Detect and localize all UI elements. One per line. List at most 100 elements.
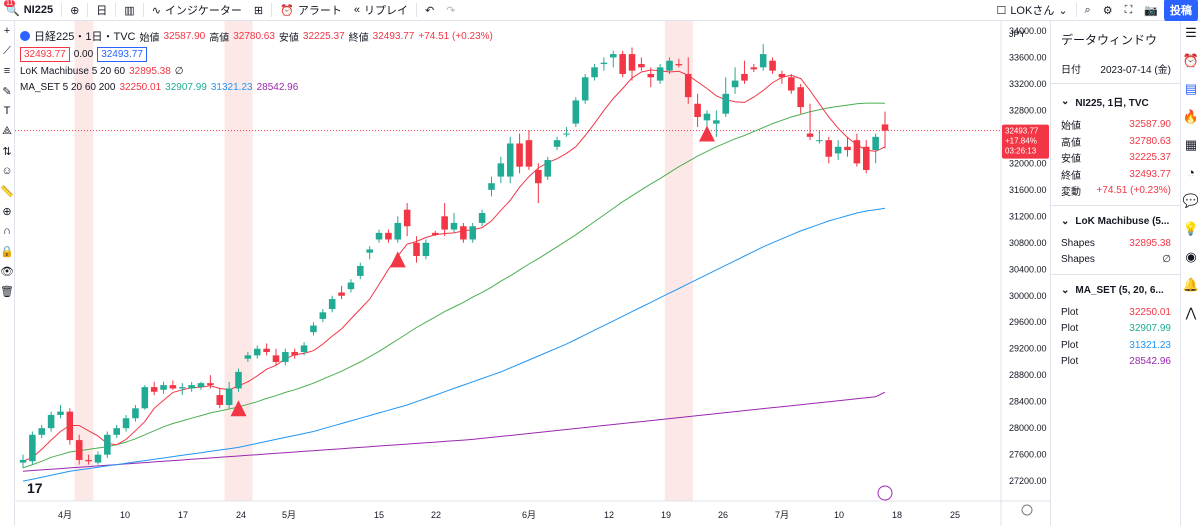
data-row-value: 31321.23	[1129, 339, 1171, 351]
calendar-icon[interactable]: ▦	[1184, 137, 1198, 152]
symbol-section-header[interactable]: ⌄ NI225, 1日, TVC	[1051, 90, 1181, 117]
candle-body	[216, 395, 224, 405]
candle-body	[460, 226, 467, 240]
data-row-value: 32250.01	[1129, 306, 1171, 318]
brush-icon[interactable]: ✎	[2, 86, 12, 98]
notification-badge: 11	[4, 0, 16, 7]
signal-triangle	[698, 125, 715, 142]
lock-icon[interactable]: 🔒	[0, 246, 14, 258]
chat-icon[interactable]: 💬	[1182, 193, 1200, 208]
data-row-label: Plot	[1061, 323, 1079, 335]
indicator1-section-header[interactable]: ⌄ LoK Machibuse (5...	[1051, 212, 1181, 235]
crosshair-icon[interactable]: +	[3, 25, 11, 37]
data-window-icon[interactable]: ▤	[1184, 81, 1198, 96]
ma60-line	[22, 207, 886, 482]
candle-body	[553, 140, 561, 147]
candle-body	[581, 77, 589, 101]
data-row-value: +74.51 (+0.23%)	[1096, 185, 1172, 197]
lightning-icon[interactable]	[877, 485, 893, 501]
candle-body	[600, 62, 608, 65]
settings-gear-icon[interactable]	[1021, 504, 1033, 516]
tradingview-logo-icon[interactable]: 17	[27, 480, 43, 496]
trend-line-icon[interactable]: ⟋	[3, 45, 11, 57]
streams-icon[interactable]: ◉	[1185, 249, 1197, 264]
news-icon[interactable]: ◔	[1187, 165, 1195, 180]
legend-indicator-2[interactable]: MA_SET 5 20 60 200 32250.01 32907.99 313…	[20, 82, 298, 93]
time-tick-label: 19	[661, 510, 671, 520]
undo-button[interactable]: ↶	[419, 0, 440, 20]
candle-body	[816, 140, 823, 142]
magnet-icon[interactable]: ∩	[3, 225, 11, 237]
candle-body	[797, 87, 804, 108]
data-row-value: 32225.37	[1129, 152, 1171, 164]
candle-body	[150, 387, 158, 392]
layout-templates-button[interactable]: ⊞	[248, 0, 269, 20]
text-icon[interactable]: T	[3, 105, 11, 117]
currency-label[interactable]: JPY	[1009, 29, 1026, 39]
fib-icon[interactable]: ≡	[3, 65, 11, 77]
post-button[interactable]: 投稿	[1164, 0, 1198, 22]
compare-add-button[interactable]: ⊕	[64, 0, 85, 20]
emoji-icon[interactable]: ☺	[1, 165, 13, 177]
hotlist-icon[interactable]: 🔥	[1182, 109, 1200, 124]
low-label: 安値	[278, 32, 299, 44]
candle-body	[684, 73, 692, 98]
data-row-value: 28542.96	[1129, 356, 1171, 368]
square-icon: ☐	[996, 4, 1007, 17]
watchlist-icon[interactable]: ☰	[1185, 25, 1197, 40]
indicator2-section-header[interactable]: ⌄ MA_SET (5, 20, 6...	[1051, 281, 1181, 304]
candle-body	[244, 355, 252, 359]
indicator-icon: ∿	[151, 4, 161, 17]
plus-circle-icon: ⊕	[70, 4, 80, 17]
price-tick-label: 27200.00	[1009, 476, 1047, 486]
price-chart[interactable]: JPY34000.0033600.0033200.0032800.0032400…	[15, 21, 1050, 526]
gear-icon: ⚙	[1102, 4, 1113, 17]
candle-body	[253, 348, 261, 356]
candle-body	[675, 64, 683, 66]
fullscreen-button[interactable]: ⛶	[1119, 0, 1139, 20]
price-tick-label: 34000.00	[1009, 26, 1047, 36]
chart-type-button[interactable]: ▥	[118, 0, 140, 20]
replay-button[interactable]: «リプレイ	[348, 0, 414, 20]
ideas-icon[interactable]: 💡	[1182, 221, 1200, 236]
legend-indicator-1[interactable]: LoK Machibuse 5 20 60 32895.38 ∅	[20, 66, 184, 77]
legend-title[interactable]: 日経225・1日・TVC	[34, 31, 136, 43]
data-window-panel: データウィンドウ 日付 2023-07-14 (金) ⌄ NI225, 1日, TV…	[1050, 21, 1181, 526]
legend-main: 日経225・1日・TVC 始値 32587.90 高値 32780.63 安値 322…	[20, 28, 493, 44]
prediction-icon[interactable]: ⇅	[2, 146, 12, 158]
candle-body	[441, 216, 448, 230]
sell-price[interactable]: 32493.77	[20, 47, 70, 62]
candle-body	[656, 67, 664, 81]
candle-body	[778, 73, 786, 78]
trash-icon[interactable]: 🗑	[0, 286, 14, 298]
interval-button[interactable]: 日	[90, 0, 113, 20]
candle-body	[488, 183, 495, 190]
date-label: 日付	[1061, 64, 1081, 76]
buy-price[interactable]: 32493.77	[97, 47, 147, 62]
ma20-line	[22, 102, 886, 469]
open-value: 32587.90	[163, 30, 206, 42]
alert-button[interactable]: ⏰ アラート	[274, 0, 348, 20]
pattern-icon[interactable]: ⟁	[2, 125, 12, 137]
data-row: Shapes 32895.38	[1051, 235, 1181, 252]
ruler-icon[interactable]: 📏	[0, 186, 14, 198]
last-price-value: 32493.77	[1005, 127, 1039, 136]
snapshot-button[interactable]: 📷	[1138, 0, 1164, 20]
symbol-search-button[interactable]: 🔍 NI225	[0, 0, 59, 20]
eye-icon[interactable]: 👁	[0, 266, 14, 278]
alerts-icon[interactable]: ⏰	[1182, 53, 1200, 68]
redo-button[interactable]: ↷	[440, 0, 461, 20]
indicators-button[interactable]: ∿ インジケーター	[146, 0, 248, 20]
candle-body	[722, 93, 729, 114]
notifications-icon[interactable]: 🔔	[1182, 277, 1200, 292]
zoom-icon[interactable]: ⊕	[2, 206, 12, 218]
trade-icon[interactable]: ⋀	[1185, 305, 1197, 320]
candle-body	[188, 385, 195, 389]
data-row-label: Shapes	[1061, 254, 1095, 266]
price-tick-label: 27600.00	[1009, 450, 1047, 460]
layout-button[interactable]: ☐ LOKさん ⌄	[990, 0, 1073, 20]
candle-body	[741, 73, 748, 81]
quick-search-button[interactable]: ⌕	[1079, 0, 1097, 20]
data-row-value: ∅	[1162, 254, 1171, 266]
settings-button[interactable]: ⚙	[1097, 0, 1119, 20]
